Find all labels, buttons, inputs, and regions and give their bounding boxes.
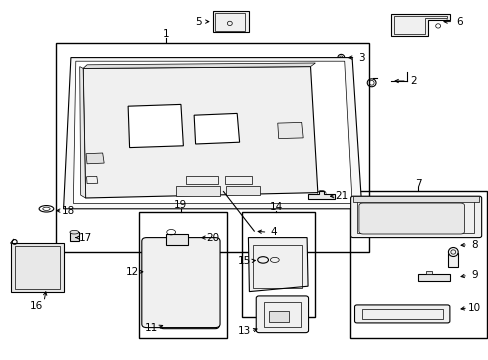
Bar [215, 13, 245, 31]
FancyBboxPatch shape [142, 238, 220, 328]
Ellipse shape [70, 230, 79, 234]
Text: 6: 6 [455, 17, 462, 27]
Polygon shape [194, 113, 239, 144]
Bar [224, 176, 251, 184]
Text: 20: 20 [206, 233, 219, 243]
FancyBboxPatch shape [160, 274, 219, 329]
Bar [417, 274, 449, 281]
Text: 8: 8 [470, 240, 477, 250]
Bar [268, 311, 288, 322]
Text: 21: 21 [335, 191, 348, 201]
Bar [352, 196, 478, 202]
Bar [168, 281, 210, 322]
Bar [361, 309, 442, 319]
Polygon shape [390, 14, 449, 36]
Polygon shape [63, 58, 361, 209]
Text: 16: 16 [30, 301, 43, 311]
Bar [173, 294, 205, 299]
Bar [356, 201, 473, 233]
Text: 12: 12 [125, 267, 139, 277]
Text: 18: 18 [61, 206, 75, 216]
Polygon shape [307, 191, 334, 199]
FancyBboxPatch shape [354, 305, 449, 323]
Bar [225, 186, 260, 195]
Bar [349, 191, 486, 338]
Text: 9: 9 [470, 270, 477, 280]
Text: 4: 4 [270, 227, 277, 237]
Polygon shape [248, 238, 307, 292]
Polygon shape [83, 67, 317, 198]
Polygon shape [11, 243, 63, 292]
Text: 15: 15 [237, 256, 251, 266]
Text: 17: 17 [79, 233, 92, 243]
Text: 2: 2 [409, 76, 416, 86]
Text: 14: 14 [269, 202, 283, 212]
Polygon shape [86, 153, 104, 164]
Polygon shape [83, 63, 315, 68]
Bar [185, 176, 217, 184]
Bar [15, 246, 60, 289]
Bar [264, 302, 300, 327]
Text: 10: 10 [467, 303, 480, 313]
Bar [242, 212, 315, 317]
Bar [426, 271, 431, 274]
Bar [139, 212, 227, 338]
Text: 13: 13 [237, 326, 251, 336]
Bar [56, 43, 368, 252]
FancyBboxPatch shape [350, 196, 481, 238]
Bar [70, 232, 79, 241]
Bar [166, 234, 188, 245]
Bar [253, 245, 302, 288]
Bar [212, 11, 249, 32]
Text: 5: 5 [194, 17, 201, 27]
Bar [173, 311, 205, 315]
Polygon shape [277, 122, 303, 139]
Bar [173, 302, 205, 307]
Polygon shape [128, 104, 183, 148]
Bar [447, 253, 457, 267]
Text: 19: 19 [174, 200, 187, 210]
Text: 3: 3 [358, 53, 365, 63]
Polygon shape [73, 61, 351, 203]
Ellipse shape [447, 248, 457, 256]
Text: 7: 7 [414, 179, 421, 189]
FancyBboxPatch shape [256, 296, 308, 333]
Bar [176, 186, 220, 196]
Text: 1: 1 [163, 29, 169, 39]
FancyBboxPatch shape [358, 203, 464, 234]
Polygon shape [80, 67, 85, 198]
Text: 11: 11 [144, 323, 158, 333]
